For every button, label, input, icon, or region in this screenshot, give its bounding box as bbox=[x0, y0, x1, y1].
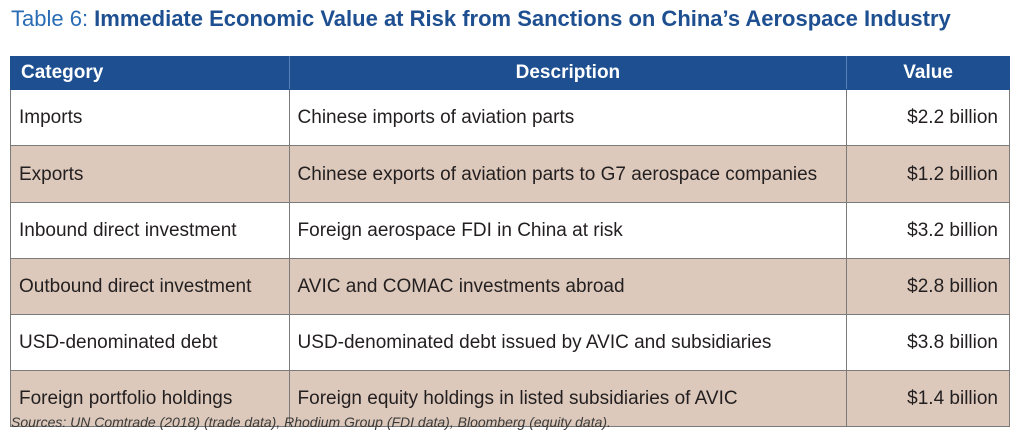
table-title: Table 6: Immediate Economic Value at Ris… bbox=[11, 4, 951, 34]
table-row: Inbound direct investment Foreign aerosp… bbox=[10, 202, 1010, 259]
table-row: Imports Chinese imports of aviation part… bbox=[10, 89, 1010, 146]
description-cell: Chinese exports of aviation parts to G7 … bbox=[288, 145, 848, 203]
sources-note: Sources: UN Comtrade (2018) (trade data)… bbox=[11, 414, 611, 430]
table-number: Table 6: bbox=[11, 6, 95, 31]
category-cell: Inbound direct investment bbox=[10, 202, 290, 259]
table-row: Outbound direct investment AVIC and COMA… bbox=[10, 258, 1010, 315]
value-cell: $2.2 billion bbox=[846, 89, 1010, 146]
category-cell: Imports bbox=[10, 89, 290, 146]
header-category: Category bbox=[10, 56, 290, 90]
value-cell: $1.4 billion bbox=[846, 370, 1010, 427]
description-cell: Foreign aerospace FDI in China at risk bbox=[288, 202, 848, 259]
table-heading: Immediate Economic Value at Risk from Sa… bbox=[94, 6, 951, 31]
table-row: USD-denominated debt USD-denominated deb… bbox=[10, 314, 1010, 371]
category-cell: Exports bbox=[10, 145, 290, 203]
category-cell: Outbound direct investment bbox=[10, 258, 290, 315]
header-description: Description bbox=[288, 56, 848, 90]
description-cell: Foreign equity holdings in listed subsid… bbox=[288, 370, 848, 427]
value-cell: $3.8 billion bbox=[846, 314, 1010, 371]
value-cell: $1.2 billion bbox=[846, 145, 1010, 203]
category-cell: Foreign portfolio holdings bbox=[10, 370, 290, 427]
description-cell: AVIC and COMAC investments abroad bbox=[288, 258, 848, 315]
header-value: Value bbox=[846, 56, 1010, 90]
value-cell: $3.2 billion bbox=[846, 202, 1010, 259]
table-row: Foreign portfolio holdings Foreign equit… bbox=[10, 370, 1010, 427]
table-header-row: Category Description Value bbox=[10, 56, 1010, 90]
value-cell: $2.8 billion bbox=[846, 258, 1010, 315]
description-cell: USD-denominated debt issued by AVIC and … bbox=[288, 314, 848, 371]
economic-value-table: Category Description Value Imports Chine… bbox=[10, 56, 1010, 427]
description-cell: Chinese imports of aviation parts bbox=[288, 89, 848, 146]
table-row: Exports Chinese exports of aviation part… bbox=[10, 145, 1010, 203]
category-cell: USD-denominated debt bbox=[10, 314, 290, 371]
